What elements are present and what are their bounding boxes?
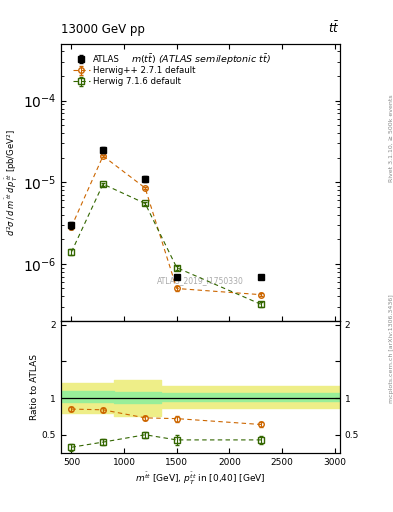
Text: $t\bar{t}$: $t\bar{t}$ xyxy=(329,20,340,36)
Text: Rivet 3.1.10, ≥ 500k events: Rivet 3.1.10, ≥ 500k events xyxy=(389,94,393,182)
Text: $m(t\bar{t})$ (ATLAS semileptonic $t\bar{t}$): $m(t\bar{t})$ (ATLAS semileptonic $t\bar… xyxy=(130,52,270,67)
Y-axis label: $d^2\sigma\,/\,d\,m^{\,\bar{t}t}\,d\,p_T^{\,\bar{t}t}$ [pb/GeV$^2$]: $d^2\sigma\,/\,d\,m^{\,\bar{t}t}\,d\,p_T… xyxy=(4,129,20,236)
Text: 13000 GeV pp: 13000 GeV pp xyxy=(61,23,145,36)
Y-axis label: Ratio to ATLAS: Ratio to ATLAS xyxy=(30,354,39,420)
X-axis label: $m^{\bar{t}t}$ [GeV], $p_T^{\bar{t}t}$ in [0,40] [GeV]: $m^{\bar{t}t}$ [GeV], $p_T^{\bar{t}t}$ i… xyxy=(135,471,266,487)
Text: mcplots.cern.ch [arXiv:1306.3436]: mcplots.cern.ch [arXiv:1306.3436] xyxy=(389,294,393,402)
Text: ATLAS_2019_I1750330: ATLAS_2019_I1750330 xyxy=(157,276,244,285)
Legend: ATLAS, Herwig++ 2.7.1 default, Herwig 7.1.6 default: ATLAS, Herwig++ 2.7.1 default, Herwig 7.… xyxy=(71,53,197,88)
